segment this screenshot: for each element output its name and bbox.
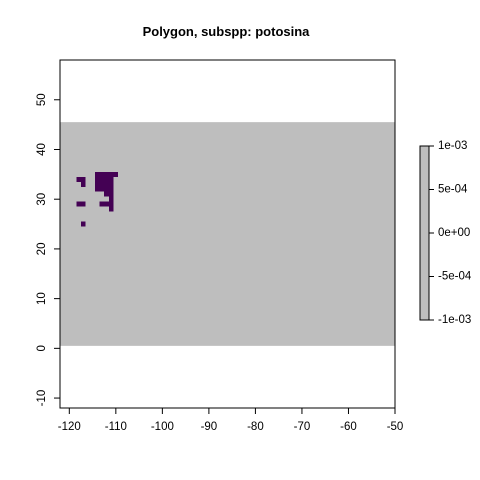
chart-title: Polygon, subspp: potosina [143, 24, 311, 39]
raster-background-band [60, 122, 395, 346]
raster-cell-10 [99, 201, 114, 207]
y-tick-label: 50 [36, 93, 48, 106]
raster-cell-12 [80, 221, 86, 227]
raster-cell-0 [76, 176, 86, 182]
y-tick-label: 0 [36, 345, 48, 351]
x-tick-label: -100 [151, 421, 174, 433]
y-tick-label: 20 [36, 243, 48, 256]
y-tick-label: 10 [36, 292, 48, 305]
x-tick-label: -120 [58, 421, 81, 433]
x-tick-label: -50 [387, 421, 404, 433]
raster-cell-5 [94, 186, 105, 192]
raster-cell-2 [94, 171, 119, 177]
legend-tick-label: 1e-03 [438, 140, 467, 152]
x-tick-label: -60 [340, 421, 357, 433]
y-tick-label: 40 [36, 143, 48, 156]
raster-cell-6 [104, 186, 114, 192]
x-tick-label: -70 [294, 421, 311, 433]
legend-bar [419, 145, 430, 321]
x-tick-label: -110 [105, 421, 127, 433]
raster-cell-3 [94, 176, 114, 182]
raster-cell-4 [94, 181, 114, 187]
plot-area [59, 59, 396, 409]
legend-tick-label: 5e-04 [438, 184, 468, 196]
legend-tick-label: -5e-04 [438, 271, 472, 283]
raster-cell-8 [108, 196, 114, 202]
raster-cell-9 [76, 201, 86, 207]
y-tick-label: -10 [36, 390, 48, 407]
legend-tick-label: -1e-03 [438, 314, 471, 326]
legend-tick-label: 0e+00 [438, 227, 470, 239]
x-tick-label: -90 [201, 421, 218, 433]
raster-cell-11 [108, 206, 114, 212]
y-tick-label: 30 [36, 193, 48, 206]
x-tick-label: -80 [247, 421, 264, 433]
y-axis: -10 0 10 20 30 40 50 [36, 93, 61, 407]
legend-colorbar: 1e-03 5e-04 0e+00 -5e-04 -1e-03 [419, 140, 472, 326]
raster-cell-7 [104, 191, 114, 197]
x-axis: -120 -110 -100 -90 -80 -70 -60 -50 [58, 407, 404, 433]
raster-cell-1 [80, 181, 86, 187]
